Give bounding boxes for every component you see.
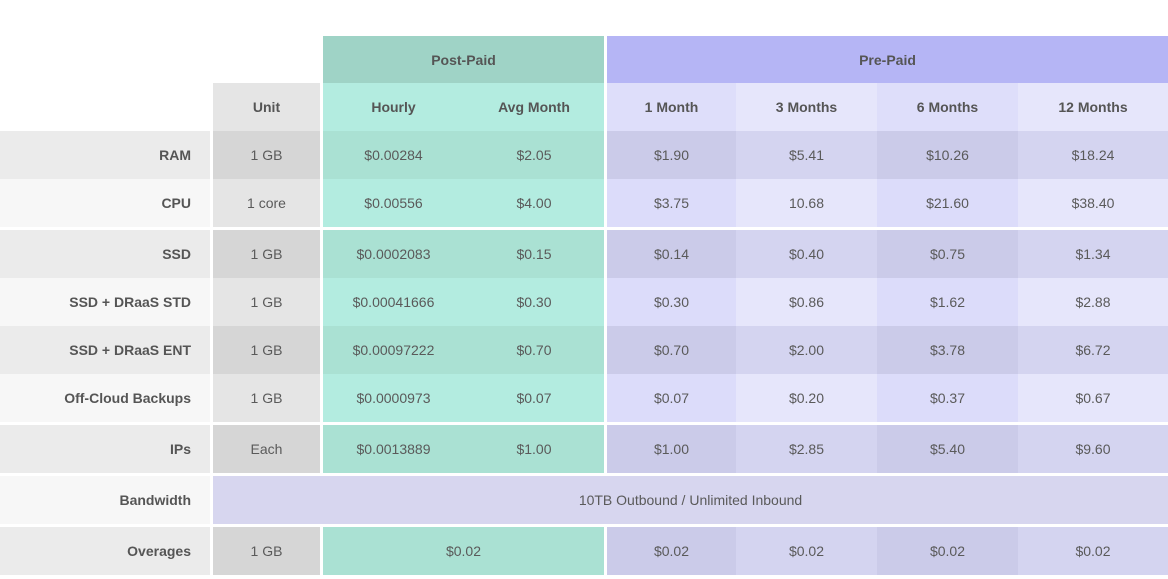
avg-month-price-cell: $0.15 (464, 230, 604, 278)
hourly-price-cell: $0.00041666 (323, 278, 464, 326)
unit-cell: 1 GB (213, 326, 320, 374)
unit-cell: 1 GB (213, 230, 320, 278)
overages-6-months-cell: $0.02 (877, 527, 1018, 575)
price-3-months-cell: $0.86 (736, 278, 877, 326)
row-label: CPU (0, 179, 210, 227)
column-header-12-months: 12 Months (1018, 83, 1168, 131)
price-1-month-cell: $1.90 (607, 131, 736, 179)
unit-cell: 1 GB (213, 131, 320, 179)
hourly-price-cell: $0.0002083 (323, 230, 464, 278)
avg-month-price-cell: $4.00 (464, 179, 604, 227)
bandwidth-label: Bandwidth (0, 476, 210, 524)
price-3-months-cell: $0.20 (736, 374, 877, 422)
column-header-6-months: 6 Months (877, 83, 1018, 131)
post-paid-header: Post-Paid (323, 36, 604, 83)
unit-cell: 1 GB (213, 278, 320, 326)
column-header-hourly: Hourly (323, 83, 464, 131)
pre-paid-header: Pre-Paid (607, 36, 1168, 83)
price-12-months-cell: $38.40 (1018, 179, 1168, 227)
price-6-months-cell: $1.62 (877, 278, 1018, 326)
price-3-months-cell: 10.68 (736, 179, 877, 227)
price-6-months-cell: $0.75 (877, 230, 1018, 278)
overages-label: Overages (0, 527, 210, 575)
price-1-month-cell: $3.75 (607, 179, 736, 227)
avg-month-price-cell: $0.30 (464, 278, 604, 326)
price-6-months-cell: $0.37 (877, 374, 1018, 422)
column-header-1-month: 1 Month (607, 83, 736, 131)
price-3-months-cell: $2.00 (736, 326, 877, 374)
row-label: RAM (0, 131, 210, 179)
hourly-price-cell: $0.00284 (323, 131, 464, 179)
price-1-month-cell: $0.70 (607, 326, 736, 374)
price-3-months-cell: $2.85 (736, 425, 877, 473)
price-1-month-cell: $1.00 (607, 425, 736, 473)
overages-12-months-cell: $0.02 (1018, 527, 1168, 575)
row-label: SSD + DRaaS STD (0, 278, 210, 326)
bandwidth-value: 10TB Outbound / Unlimited Inbound (213, 476, 1168, 524)
price-6-months-cell: $10.26 (877, 131, 1018, 179)
hourly-price-cell: $0.00097222 (323, 326, 464, 374)
price-1-month-cell: $0.14 (607, 230, 736, 278)
overages-3-months-cell: $0.02 (736, 527, 877, 575)
column-header-3-months: 3 Months (736, 83, 877, 131)
price-12-months-cell: $18.24 (1018, 131, 1168, 179)
avg-month-price-cell: $1.00 (464, 425, 604, 473)
overages-post-paid-cell: $0.02 (323, 527, 604, 575)
price-12-months-cell: $6.72 (1018, 326, 1168, 374)
row-label: IPs (0, 425, 210, 473)
unit-cell: 1 core (213, 179, 320, 227)
price-12-months-cell: $2.88 (1018, 278, 1168, 326)
hourly-price-cell: $0.0013889 (323, 425, 464, 473)
avg-month-price-cell: $0.70 (464, 326, 604, 374)
unit-cell: 1 GB (213, 374, 320, 422)
price-1-month-cell: $0.30 (607, 278, 736, 326)
row-label: SSD (0, 230, 210, 278)
price-6-months-cell: $21.60 (877, 179, 1018, 227)
price-12-months-cell: $9.60 (1018, 425, 1168, 473)
unit-cell: Each (213, 425, 320, 473)
hourly-price-cell: $0.00556 (323, 179, 464, 227)
overages-1-month-cell: $0.02 (607, 527, 736, 575)
price-3-months-cell: $0.40 (736, 230, 877, 278)
hourly-price-cell: $0.0000973 (323, 374, 464, 422)
row-label: Off-Cloud Backups (0, 374, 210, 422)
avg-month-price-cell: $0.07 (464, 374, 604, 422)
price-6-months-cell: $5.40 (877, 425, 1018, 473)
row-label: SSD + DRaaS ENT (0, 326, 210, 374)
overages-unit-cell: 1 GB (213, 527, 320, 575)
price-1-month-cell: $0.07 (607, 374, 736, 422)
price-3-months-cell: $5.41 (736, 131, 877, 179)
price-12-months-cell: $0.67 (1018, 374, 1168, 422)
column-header-unit: Unit (213, 83, 320, 131)
avg-month-price-cell: $2.05 (464, 131, 604, 179)
price-12-months-cell: $1.34 (1018, 230, 1168, 278)
column-header-avg-month: Avg Month (464, 83, 604, 131)
price-6-months-cell: $3.78 (877, 326, 1018, 374)
